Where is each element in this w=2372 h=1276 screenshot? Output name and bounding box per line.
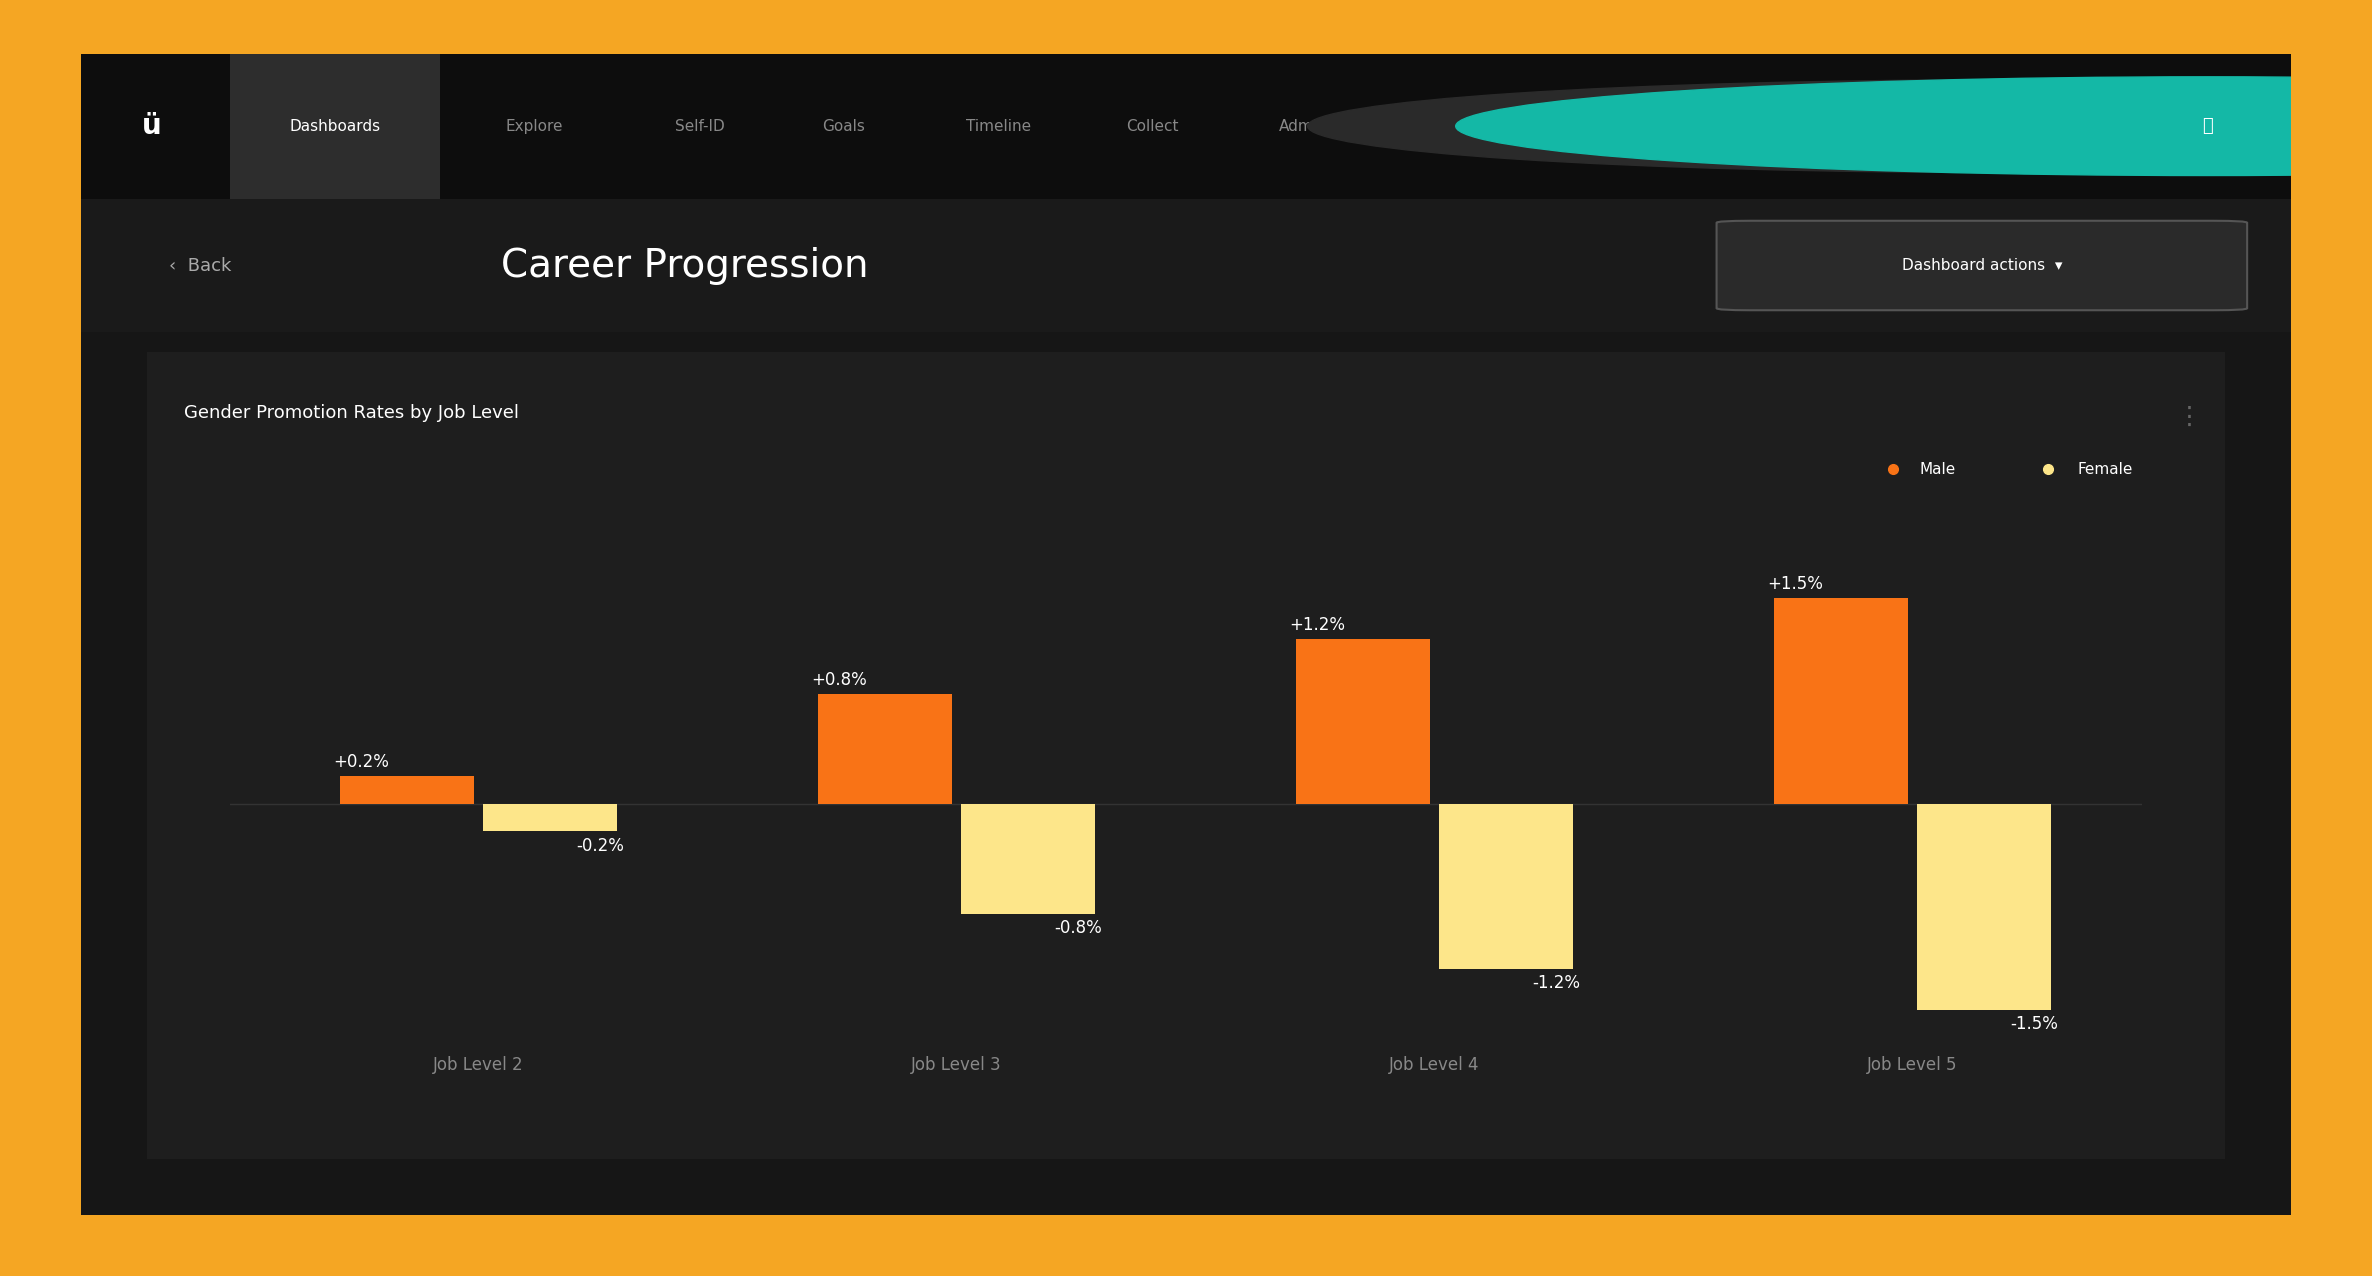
Bar [1440,804,1573,968]
Text: Male: Male [1919,462,1957,476]
Bar [1917,804,2052,1009]
Text: ⋮: ⋮ [2177,404,2201,429]
Text: Goals: Goals [823,119,866,134]
Text: Admin: Admin [1279,119,1328,134]
Text: Dashboards: Dashboards [289,119,380,134]
FancyBboxPatch shape [1717,221,2246,310]
Text: Career Progression: Career Progression [500,246,868,285]
Text: ‹  Back: ‹ Back [168,256,232,274]
Text: -0.8%: -0.8% [1053,919,1103,937]
Circle shape [1456,77,2372,176]
Text: Job Level 5: Job Level 5 [1867,1057,1957,1074]
Text: Timeline: Timeline [965,119,1032,134]
Text: +1.5%: +1.5% [1767,574,1824,592]
Text: +0.2%: +0.2% [334,753,389,771]
Text: -1.5%: -1.5% [2009,1016,2059,1034]
Text: Job Level 3: Job Level 3 [911,1057,1001,1074]
Bar [1295,639,1430,804]
Text: Dashboard actions  ▾: Dashboard actions ▾ [1902,258,2061,273]
Text: -0.2%: -0.2% [576,837,624,855]
Bar [339,777,474,804]
Bar [961,804,1096,914]
Text: Job Level 4: Job Level 4 [1390,1057,1480,1074]
Text: -1.2%: -1.2% [1532,974,1580,991]
Text: 🔔: 🔔 [2109,117,2121,135]
Text: ☾: ☾ [2007,117,2023,135]
Bar [1774,598,1907,804]
Text: Female: Female [2078,462,2132,476]
Text: 👤: 👤 [2201,117,2213,135]
Text: +0.8%: +0.8% [811,671,868,689]
Bar [484,804,617,832]
Text: Gender Promotion Rates by Job Level: Gender Promotion Rates by Job Level [185,404,519,422]
Text: Explore: Explore [505,119,562,134]
Text: Collect: Collect [1127,119,1179,134]
FancyBboxPatch shape [230,54,439,199]
Text: Job Level 2: Job Level 2 [434,1057,524,1074]
Bar [818,694,951,804]
Text: ü: ü [142,112,161,140]
Text: Self-ID: Self-ID [674,119,723,134]
Circle shape [1307,79,2372,172]
Text: +1.2%: +1.2% [1290,616,1345,634]
